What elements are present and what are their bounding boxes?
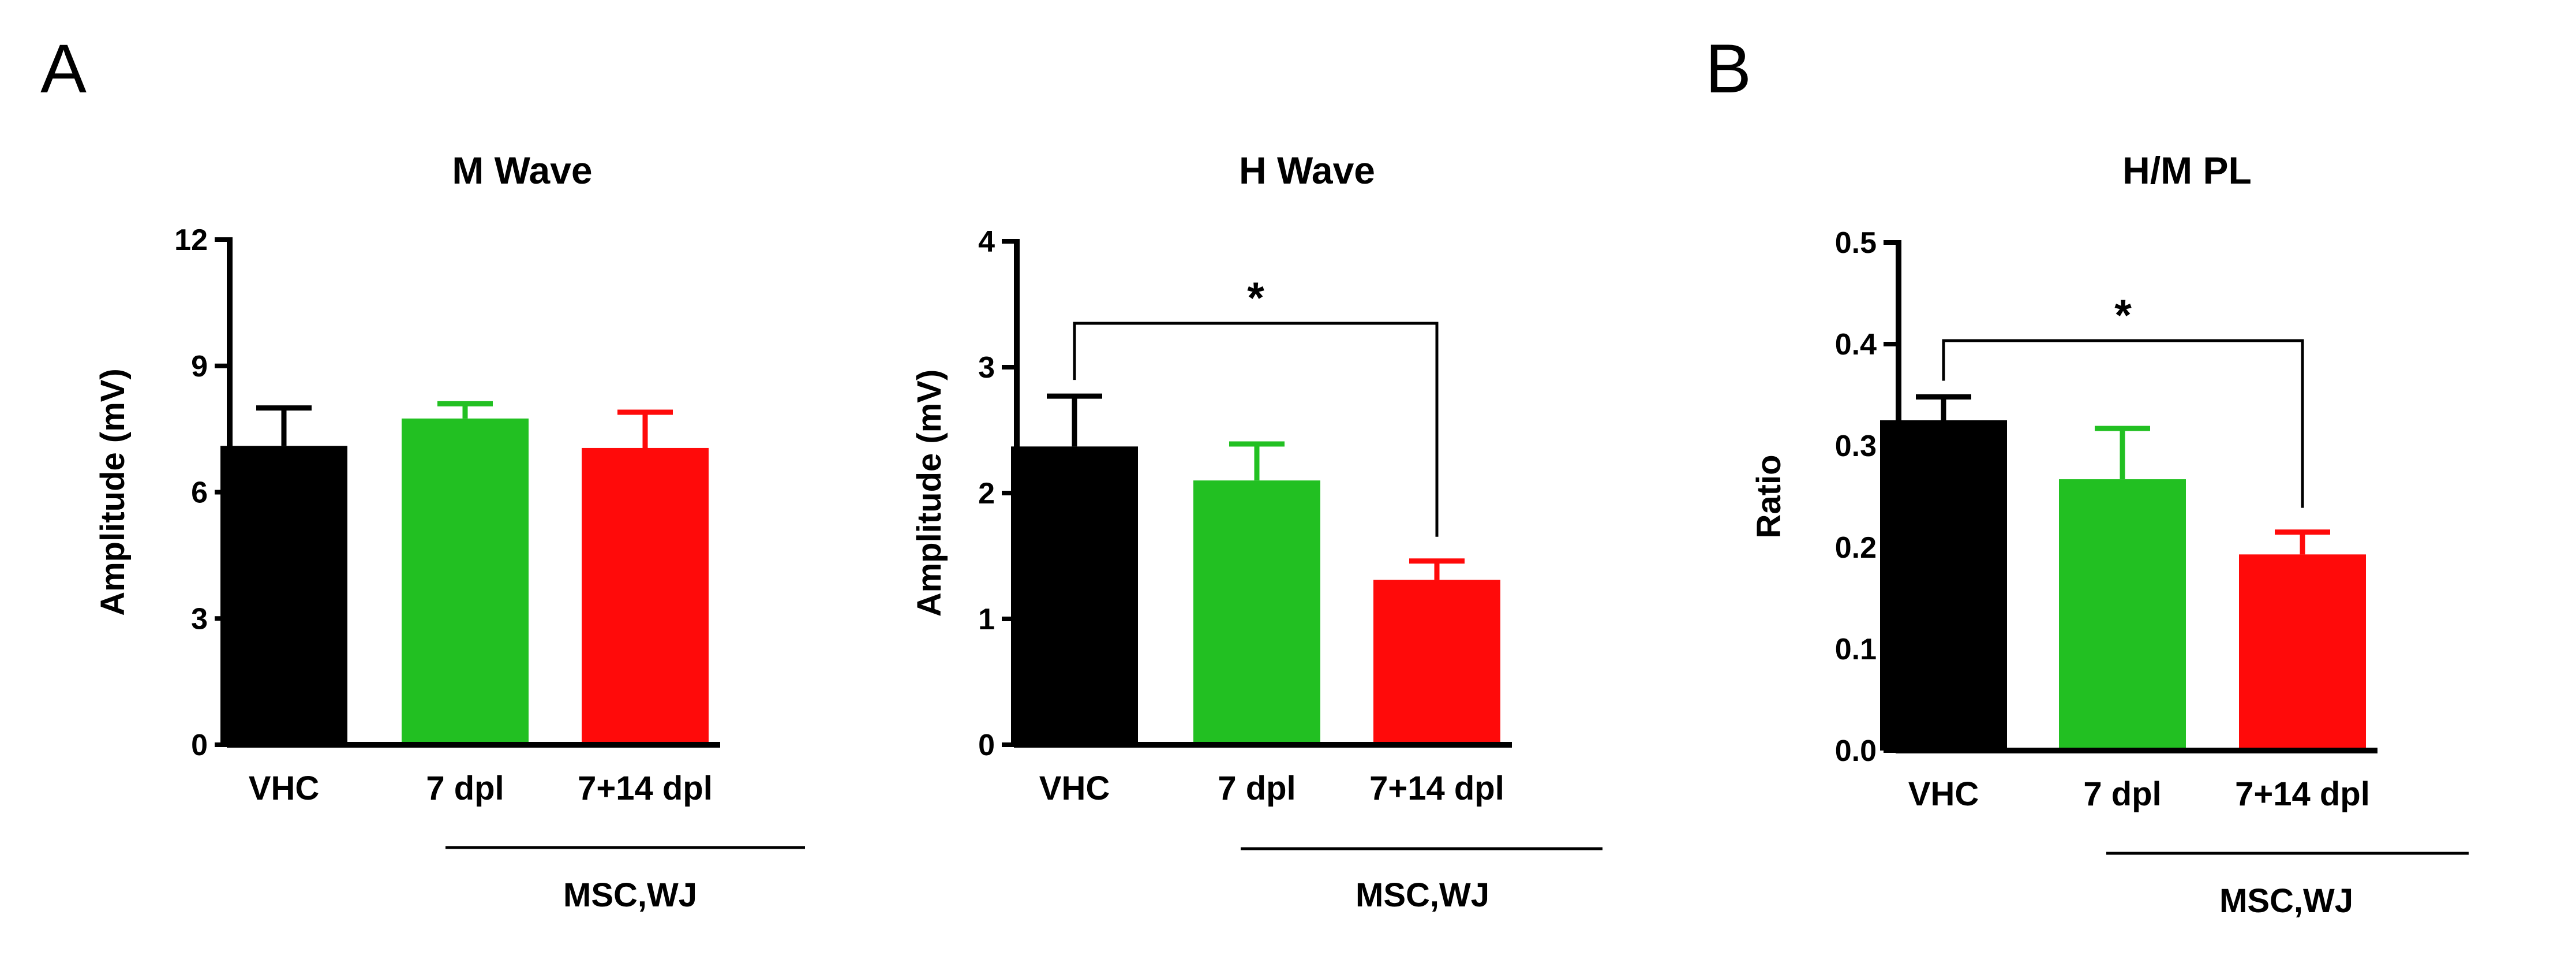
bar-7-dpl bbox=[2059, 479, 2186, 751]
category-label: VHC bbox=[249, 770, 319, 807]
category-label: 7+14 dpl bbox=[578, 770, 713, 807]
bar-7-14-dpl bbox=[1373, 580, 1500, 745]
category-label: VHC bbox=[1908, 775, 1979, 813]
y-tick-label: 1 bbox=[978, 603, 995, 636]
y-axis-label: Ratio bbox=[1750, 455, 1788, 539]
y-tick-label: 0.1 bbox=[1835, 633, 1877, 666]
bar-vhc bbox=[1011, 446, 1138, 745]
panel-label-b: B bbox=[1705, 30, 1751, 107]
y-tick-label: 0 bbox=[978, 729, 995, 762]
y-tick-label: 4 bbox=[978, 225, 995, 259]
y-axis-label: Amplitude (mV) bbox=[911, 369, 948, 617]
significance-bracket bbox=[1073, 322, 1439, 537]
y-tick-label: 12 bbox=[174, 223, 208, 257]
y-tick-label: 3 bbox=[978, 351, 995, 385]
significance-bracket bbox=[1942, 339, 2304, 508]
y-tick-label: 0.5 bbox=[1835, 226, 1877, 260]
significance-star: * bbox=[1247, 274, 1264, 323]
chart-title: M Wave bbox=[452, 149, 592, 192]
category-label: 7+14 dpl bbox=[2235, 775, 2370, 813]
category-label: VHC bbox=[1039, 770, 1110, 807]
y-tick-label: 3 bbox=[191, 602, 208, 636]
panel-label-a: A bbox=[40, 30, 87, 107]
category-label: 7+14 dpl bbox=[1369, 770, 1504, 807]
category-label: 7 dpl bbox=[2083, 775, 2161, 813]
y-tick-label: 9 bbox=[191, 350, 208, 383]
chart-m-wave: M Wave Amplitude (mV) VHC 7 dpl 7+14 dpl 0 3 6 9… bbox=[94, 149, 805, 914]
y-tick-label: 6 bbox=[191, 476, 208, 510]
chart-title: H/M PL bbox=[2122, 149, 2252, 192]
chart-title: H Wave bbox=[1239, 149, 1375, 192]
bar-7-14-dpl bbox=[2239, 554, 2366, 751]
category-label: 7 dpl bbox=[426, 770, 504, 807]
bar-7-14-dpl bbox=[582, 447, 709, 745]
y-tick-label: 0 bbox=[191, 729, 208, 762]
group-label: MSC,WJ bbox=[563, 876, 697, 914]
bar-7-dpl bbox=[402, 418, 529, 745]
group-label: MSC,WJ bbox=[2219, 882, 2353, 920]
bar-vhc bbox=[220, 446, 347, 745]
category-label: 7 dpl bbox=[1218, 770, 1296, 807]
y-tick-label: 0.4 bbox=[1835, 328, 1877, 361]
chart-hm-ratio: H/M PL Ratio VHC 7 dpl 7+14 dpl 0.0 0.1 0.2 0.3 0… bbox=[1750, 149, 2469, 920]
y-tick-label: 2 bbox=[978, 477, 995, 510]
chart-h-wave: H Wave Amplitude (mV) VHC 7 dpl 7+14 dpl 0 1 2 3… bbox=[911, 149, 1602, 914]
y-tick-label: 0.3 bbox=[1835, 430, 1877, 463]
y-tick-label: 0.0 bbox=[1835, 734, 1877, 768]
y-tick-label: 0.2 bbox=[1835, 531, 1877, 565]
significance-star: * bbox=[2114, 291, 2132, 340]
y-axis-label: Amplitude (mV) bbox=[94, 368, 132, 616]
group-label: MSC,WJ bbox=[1356, 876, 1489, 914]
bar-7-dpl bbox=[1193, 480, 1320, 745]
